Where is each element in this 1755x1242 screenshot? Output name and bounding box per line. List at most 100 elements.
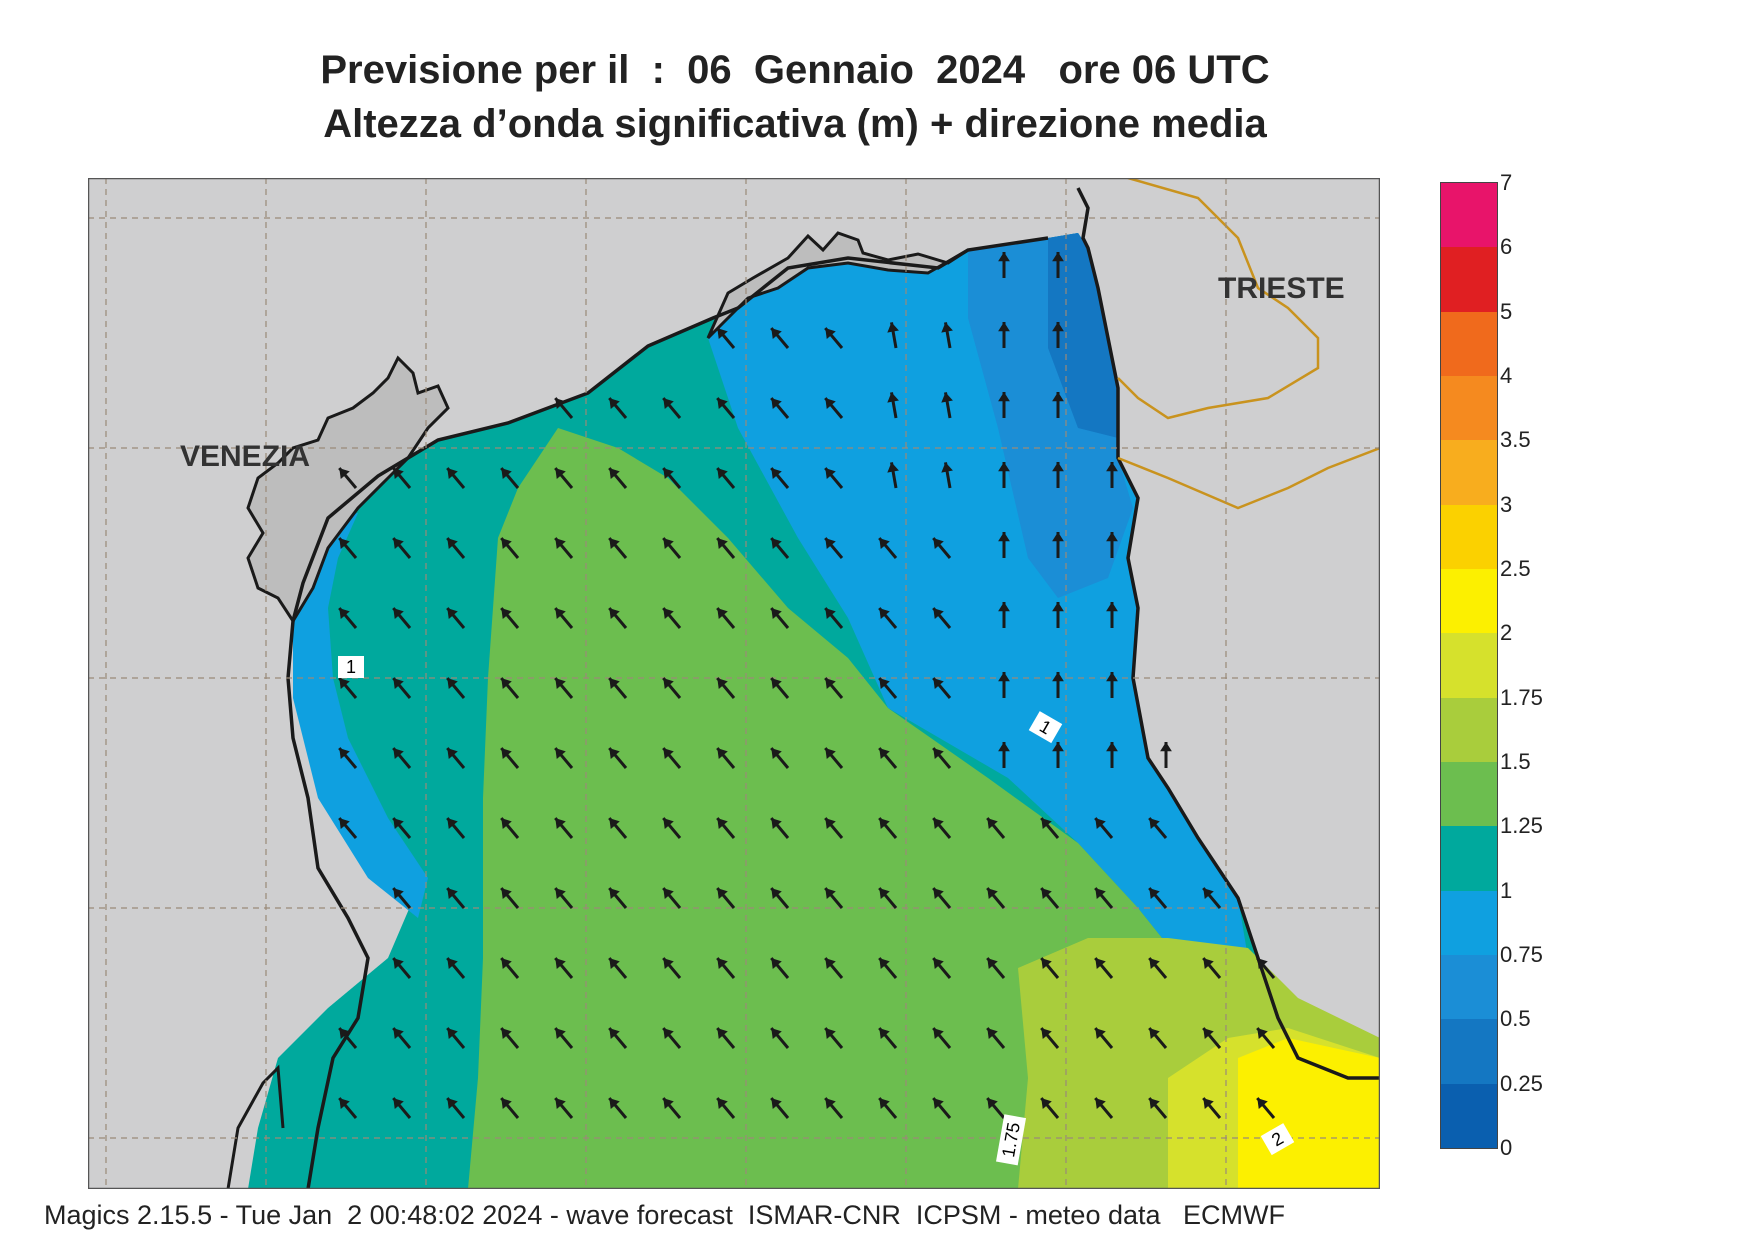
wave-arrow-head	[609, 398, 620, 409]
wave-arrow-head	[609, 538, 620, 549]
wave-arrow-head	[1052, 392, 1064, 402]
wave-arrow-head	[393, 678, 404, 689]
wave-arrow-head	[339, 538, 350, 549]
wave-arrow-head	[771, 1028, 782, 1039]
wave-arrow-head	[555, 888, 566, 899]
wave-arrow-head	[987, 1098, 998, 1109]
coastline-north	[291, 236, 1049, 622]
wave-arrow-head	[339, 748, 350, 759]
wave-arrow-head	[998, 252, 1010, 262]
wave-arrow-head	[771, 958, 782, 969]
wave-arrow-head	[825, 1098, 836, 1109]
wave-arrow-head	[1106, 672, 1118, 682]
wave-arrow-head	[447, 1098, 458, 1109]
wave-arrow-head	[1095, 888, 1106, 899]
legend-label: 7	[1500, 170, 1513, 195]
wave-arrow-head	[717, 888, 728, 899]
wave-arrow-head	[879, 608, 890, 619]
legend-band	[1441, 633, 1497, 699]
wave-arrow-head	[447, 468, 458, 479]
wave-arrow-head	[339, 608, 350, 619]
map-title-line2: Altezza d’onda significativa (m) + direz…	[323, 102, 1267, 146]
contour-label-1.75: 1.75	[996, 1114, 1027, 1166]
city-label-trieste: TRIESTE	[1218, 272, 1345, 305]
legend-label: 3	[1500, 491, 1513, 517]
wave-arrow-head	[879, 958, 890, 969]
wave-arrow-head	[609, 818, 620, 829]
wave-height-map: 1 1 1.75 2 VENEZIA TRIESTE	[88, 178, 1380, 1189]
wave-arrow-head	[663, 608, 674, 619]
wave-arrow-head	[501, 818, 512, 829]
wave-arrow-head	[717, 748, 728, 759]
wave-arrow-head	[933, 608, 944, 619]
wave-arrow-head	[771, 328, 782, 339]
wave-arrow-head	[1106, 602, 1118, 612]
wave-arrow-head	[1149, 1098, 1160, 1109]
wave-arrow-head	[998, 672, 1010, 682]
wave-arrow-head	[717, 468, 728, 479]
wave-arrow-head	[1106, 532, 1118, 542]
coastline-southwest	[226, 1064, 285, 1189]
wave-arrow-head	[1095, 1098, 1106, 1109]
wave-arrow-head	[1052, 672, 1064, 682]
wave-arrow-head	[998, 462, 1010, 472]
wave-arrow-head	[1257, 1028, 1268, 1039]
wave-arrow-head	[825, 328, 836, 339]
wave-arrow-head	[339, 818, 350, 829]
legend-label: 2.5	[1500, 556, 1531, 581]
wave-arrow-head	[933, 538, 944, 549]
wave-arrow-head	[393, 538, 404, 549]
wave-arrow-head	[771, 538, 782, 549]
wave-arrow-head	[663, 678, 674, 689]
wave-direction-arrows	[338, 252, 1276, 1119]
lat-lon-grid	[88, 178, 1380, 1189]
wave-arrow-head	[825, 608, 836, 619]
wave-arrow-head	[717, 328, 728, 339]
wave-arrow-head	[501, 608, 512, 619]
legend-band	[1441, 762, 1497, 827]
legend-band	[1441, 697, 1497, 763]
wave-arrow-head	[771, 1098, 782, 1109]
wave-arrow-head	[1257, 1098, 1268, 1109]
wave-arrow-head	[501, 468, 512, 479]
wave-arrow-head	[393, 888, 404, 899]
map-frame	[88, 178, 1380, 1189]
wave-arrow-head	[393, 958, 404, 969]
legend-band	[1441, 955, 1497, 1020]
wave-arrow-head	[501, 748, 512, 759]
wave-arrow-head	[987, 1028, 998, 1039]
wave-arrow-head	[609, 468, 620, 479]
legend-label: 4	[1500, 363, 1513, 388]
wave-arrow-head	[717, 958, 728, 969]
wave-arrow-head	[998, 532, 1010, 542]
legend-band	[1441, 890, 1497, 956]
wave-arrow-head	[501, 538, 512, 549]
map-canvas: 1 1 1.75 2	[88, 178, 1380, 1189]
legend-band	[1441, 504, 1497, 570]
wave-arrow-head	[771, 888, 782, 899]
wave-arrow-head	[879, 748, 890, 759]
legend-label: 5	[1500, 298, 1513, 324]
wave-arrow-head	[339, 468, 350, 479]
wave-arrow-head	[393, 1028, 404, 1039]
wave-arrow-head	[1203, 958, 1214, 969]
wave-arrow-head	[998, 392, 1010, 402]
wave-arrow-head	[339, 678, 350, 689]
wave-arrow-head	[771, 398, 782, 409]
wave-arrow-head	[1203, 1098, 1214, 1109]
wave-arrow-head	[825, 1028, 836, 1039]
wave-arrow-head	[447, 608, 458, 619]
wave-arrow-head	[1106, 742, 1118, 752]
wave-arrow-head	[609, 608, 620, 619]
wave-arrow-head	[825, 678, 836, 689]
wave-arrow-head	[447, 678, 458, 689]
wave-arrow-head	[825, 958, 836, 969]
wave-arrow-head	[1052, 462, 1064, 472]
wave-arrow-head	[555, 818, 566, 829]
wave-arrow-head	[825, 468, 836, 479]
legend-band	[1441, 376, 1497, 441]
wave-arrow-head	[879, 1098, 890, 1109]
wave-arrow-head	[609, 888, 620, 899]
wave-arrow-head	[825, 748, 836, 759]
wave-arrow-head	[1041, 958, 1052, 969]
